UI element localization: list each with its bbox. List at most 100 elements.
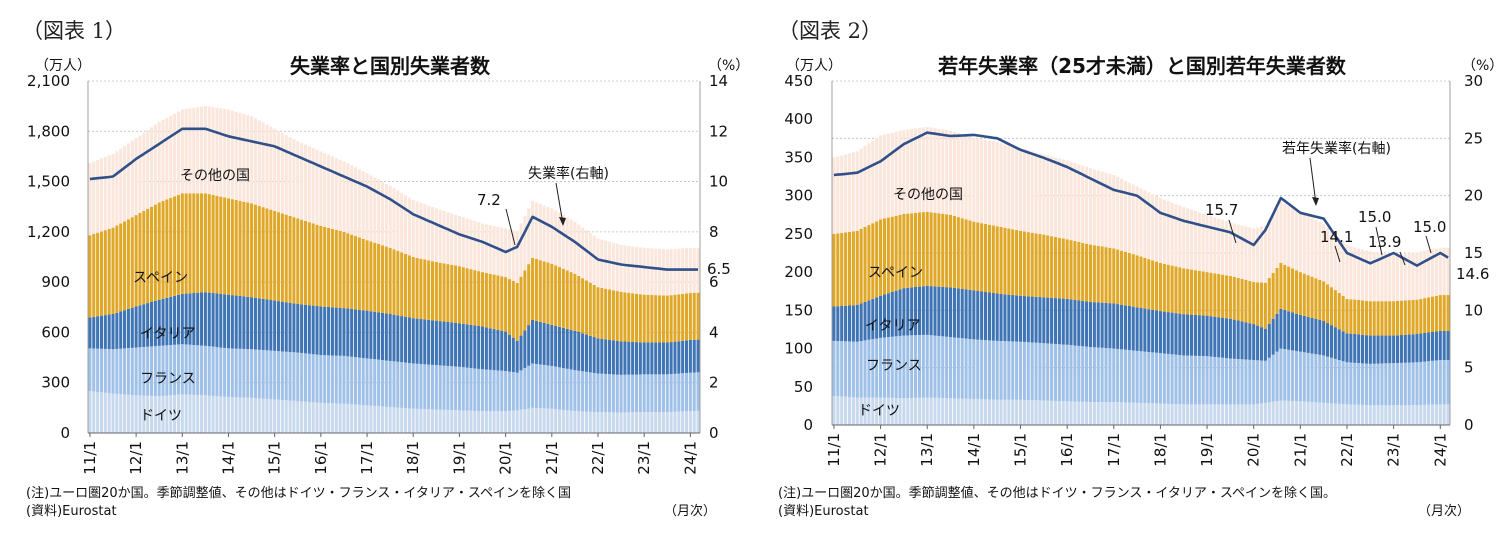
- bar-spain: [1244, 280, 1248, 323]
- bar-italy: [226, 294, 231, 349]
- bar-spain: [1205, 272, 1209, 316]
- bar-spain: [1430, 296, 1435, 332]
- bar-france: [500, 370, 504, 412]
- bar-germany: [554, 409, 558, 433]
- bar-france: [1131, 350, 1135, 403]
- bar-germany: [584, 411, 588, 433]
- bar-germany: [608, 412, 612, 433]
- bar-group: [832, 126, 1450, 425]
- bar-italy: [323, 306, 327, 356]
- bar-italy: [565, 328, 569, 369]
- bar-france: [1291, 350, 1295, 401]
- bar-germany: [1162, 403, 1166, 425]
- bar-other: [1018, 148, 1023, 231]
- bar-germany: [1100, 402, 1104, 425]
- bar-germany: [941, 397, 945, 425]
- bar-france: [1007, 341, 1011, 400]
- bar-germany: [303, 401, 307, 433]
- bar-germany: [315, 402, 319, 433]
- bar-spain: [1306, 275, 1310, 317]
- bar-other: [937, 128, 941, 214]
- bar-italy: [1217, 317, 1221, 358]
- bar-germany: [538, 408, 542, 433]
- bar-italy: [1442, 330, 1446, 361]
- bar-france: [1162, 353, 1166, 404]
- bar-italy: [188, 293, 192, 345]
- bar-spain: [1271, 272, 1275, 319]
- bar-germany: [654, 412, 658, 433]
- bar-other: [980, 139, 984, 224]
- bar-spain: [169, 197, 173, 297]
- bar-spain: [1104, 247, 1108, 303]
- bar-italy: [1073, 299, 1077, 346]
- bar-spain: [1353, 299, 1357, 335]
- bar-other: [1357, 248, 1361, 301]
- bar-italy: [1116, 304, 1120, 349]
- bar-other: [1003, 144, 1007, 228]
- bar-other: [384, 183, 388, 247]
- bar-other: [527, 208, 531, 265]
- bar-spain: [894, 215, 898, 291]
- bar-spain: [1392, 301, 1396, 336]
- bar-spain: [554, 265, 558, 326]
- bar-other: [1197, 212, 1201, 271]
- bar-france: [103, 348, 107, 393]
- bar-other: [311, 148, 315, 224]
- bar-italy: [1104, 302, 1108, 349]
- bar-france: [859, 341, 863, 398]
- bar-germany: [894, 397, 898, 425]
- bar-spain: [373, 242, 377, 312]
- bar-spain: [1120, 250, 1124, 305]
- bar-germany: [1368, 405, 1372, 425]
- bar-italy: [1333, 327, 1337, 359]
- bar-spain: [1131, 254, 1135, 307]
- bar-france: [507, 371, 511, 411]
- bar-germany: [353, 404, 358, 433]
- bar-france: [531, 363, 535, 408]
- bar-spain: [311, 223, 315, 306]
- bar-spain: [952, 215, 956, 288]
- bar-other: [250, 116, 254, 204]
- bar-italy: [327, 307, 331, 356]
- bar-other: [968, 136, 972, 221]
- bar-other: [411, 200, 415, 257]
- bar-spain: [188, 193, 192, 294]
- bar-germany: [890, 397, 894, 425]
- bar-other: [844, 154, 848, 233]
- bar-italy: [832, 306, 836, 341]
- bar-spain: [1322, 281, 1326, 322]
- bar-france: [450, 366, 454, 411]
- bar-france: [890, 336, 894, 398]
- bar-italy: [1329, 325, 1333, 358]
- bar-other: [1186, 208, 1190, 269]
- bar-other: [461, 217, 465, 268]
- bar-spain: [519, 276, 523, 336]
- bar-italy: [215, 293, 219, 348]
- bar-spain: [1201, 271, 1205, 316]
- x-tick-label: 24/1: [1431, 433, 1449, 467]
- bar-spain: [1376, 301, 1380, 336]
- bar-italy: [1061, 298, 1065, 345]
- bar-france: [960, 338, 964, 399]
- bar-france: [1108, 348, 1112, 403]
- bar-spain: [515, 282, 519, 341]
- bar-other: [1353, 247, 1357, 300]
- source-note: (資料)Eurostat: [778, 504, 869, 519]
- bar-other: [921, 127, 925, 213]
- bar-germany: [1384, 405, 1388, 425]
- bar-france: [968, 339, 972, 399]
- bar-spain: [238, 200, 242, 296]
- bar-other: [642, 247, 646, 295]
- bar-italy: [242, 296, 246, 349]
- bar-france: [292, 352, 296, 401]
- bar-france: [1427, 361, 1431, 405]
- bar-spain: [999, 227, 1003, 294]
- bar-other: [107, 155, 111, 229]
- bar-italy: [1026, 296, 1030, 343]
- bar-germany: [588, 411, 592, 433]
- bar-france: [836, 341, 840, 397]
- bar-france: [442, 365, 446, 410]
- bar-france: [1186, 355, 1190, 405]
- bar-italy: [211, 293, 215, 347]
- bar-france: [1015, 341, 1019, 400]
